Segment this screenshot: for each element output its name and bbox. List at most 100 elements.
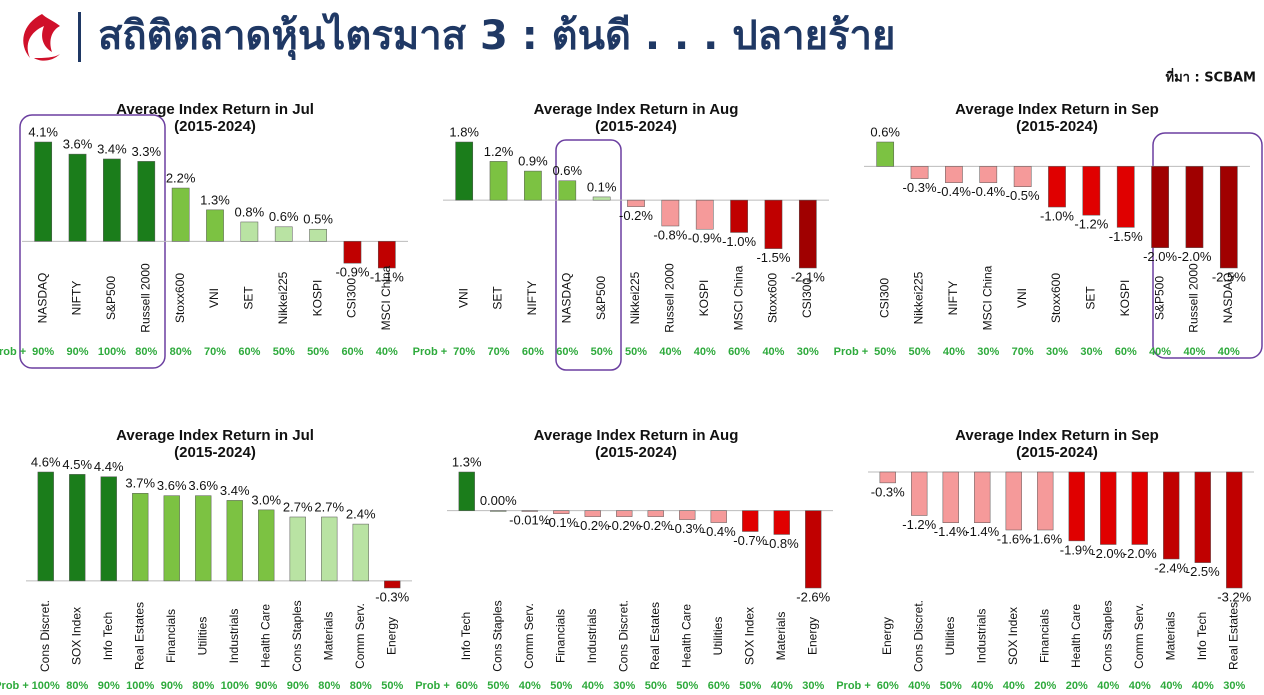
bar bbox=[1048, 166, 1066, 208]
category-label: SET bbox=[1084, 286, 1098, 310]
bar bbox=[1131, 471, 1148, 545]
category-label: S&P500 bbox=[594, 276, 608, 320]
bar bbox=[521, 510, 538, 512]
category-label: Financials bbox=[553, 609, 567, 663]
category-label: Health Care bbox=[679, 604, 693, 668]
value-label: -2.0% bbox=[1143, 249, 1177, 264]
bar bbox=[377, 241, 396, 269]
category-label: NIFTY bbox=[525, 281, 539, 316]
category-label: Russell 2000 bbox=[138, 263, 152, 333]
category-label: SOX Index bbox=[742, 607, 756, 665]
prob-value: 50% bbox=[739, 680, 761, 692]
prob-value: 20% bbox=[1066, 680, 1088, 692]
bar bbox=[274, 226, 293, 242]
prob-label: Prob + bbox=[836, 680, 871, 692]
bar bbox=[1005, 471, 1022, 531]
prob-value: 100% bbox=[98, 346, 126, 358]
prob-value: 30% bbox=[1080, 346, 1102, 358]
value-label: -1.5% bbox=[756, 250, 790, 265]
value-label: 3.0% bbox=[251, 492, 281, 507]
value-label: -0.4% bbox=[971, 184, 1005, 199]
category-label: NIFTY bbox=[70, 281, 84, 316]
prob-value: 30% bbox=[613, 680, 635, 692]
category-label: Utilities bbox=[711, 617, 725, 656]
bar bbox=[1163, 471, 1180, 560]
bar bbox=[206, 209, 224, 242]
prob-value: 40% bbox=[971, 680, 993, 692]
category-label: Stoxx600 bbox=[766, 273, 780, 323]
prob-value: 40% bbox=[943, 346, 965, 358]
category-label: Utilities bbox=[943, 617, 957, 656]
bar bbox=[68, 153, 87, 242]
prob-value: 90% bbox=[287, 680, 309, 692]
prob-value: 40% bbox=[376, 346, 398, 358]
category-label: Real Estates bbox=[1226, 602, 1240, 670]
value-label: -1.6% bbox=[1028, 531, 1062, 546]
category-label: S&P500 bbox=[1152, 276, 1166, 320]
prob-value: 50% bbox=[676, 680, 698, 692]
prob-value: 60% bbox=[456, 680, 478, 692]
bar bbox=[1226, 471, 1243, 589]
category-label: Real Estates bbox=[648, 602, 662, 670]
bar bbox=[455, 141, 474, 201]
bar bbox=[584, 510, 601, 517]
prob-value: 50% bbox=[874, 346, 896, 358]
value-label: 3.4% bbox=[220, 483, 250, 498]
prob-value: 70% bbox=[488, 346, 510, 358]
value-label: -2.0% bbox=[1177, 249, 1211, 264]
bar bbox=[240, 221, 259, 242]
bar bbox=[489, 161, 508, 201]
chart-subtitle: (2015-2024) bbox=[174, 118, 256, 135]
value-label: 4.6% bbox=[31, 454, 61, 469]
value-label: 3.4% bbox=[97, 141, 127, 156]
value-label: -1.4% bbox=[965, 524, 999, 539]
category-label: KOSPI bbox=[310, 280, 324, 317]
value-label: -0.8% bbox=[765, 536, 799, 551]
prob-value: 30% bbox=[802, 680, 824, 692]
value-label: 3.3% bbox=[131, 144, 161, 159]
prob-value: 80% bbox=[318, 680, 340, 692]
prob-value: 40% bbox=[1149, 346, 1171, 358]
prob-value: 30% bbox=[1046, 346, 1068, 358]
value-label: -0.2% bbox=[576, 518, 610, 533]
bar bbox=[226, 500, 243, 582]
category-label: Financials bbox=[1037, 609, 1051, 663]
value-label: -0.01% bbox=[509, 512, 551, 527]
bar bbox=[258, 509, 275, 582]
value-label: 0.5% bbox=[303, 212, 333, 227]
bar bbox=[195, 495, 212, 582]
value-label: 4.4% bbox=[94, 459, 124, 474]
value-label: -1.1% bbox=[370, 269, 404, 284]
logo-flame-base bbox=[34, 54, 60, 61]
prob-value: 40% bbox=[1160, 680, 1182, 692]
value-label: -0.4% bbox=[937, 184, 971, 199]
bar bbox=[695, 199, 714, 230]
bar bbox=[1116, 166, 1135, 228]
value-label: -2.0% bbox=[1123, 546, 1157, 561]
prob-value: 70% bbox=[1012, 346, 1034, 358]
chart-title: Average Index Return in Sep bbox=[955, 101, 1159, 118]
bar bbox=[458, 471, 475, 511]
value-label: -2.4% bbox=[1154, 560, 1188, 575]
bar bbox=[1219, 166, 1238, 269]
prob-value: 70% bbox=[453, 346, 475, 358]
category-label: MSCI China bbox=[731, 265, 745, 330]
bar bbox=[321, 516, 338, 582]
bar bbox=[132, 493, 149, 582]
bar bbox=[1100, 471, 1117, 545]
prob-value: 60% bbox=[728, 346, 750, 358]
value-label: -2.0% bbox=[1091, 546, 1125, 561]
prob-value: 80% bbox=[66, 680, 88, 692]
category-label: Russell 2000 bbox=[1187, 263, 1201, 333]
category-label: Cons Staples bbox=[490, 600, 504, 671]
prob-value: 40% bbox=[1183, 346, 1205, 358]
bar bbox=[798, 199, 817, 269]
prob-value: 40% bbox=[1097, 680, 1119, 692]
value-label: -1.5% bbox=[1109, 229, 1143, 244]
chart-subtitle: (2015-2024) bbox=[1016, 444, 1098, 461]
value-label: 2.4% bbox=[346, 507, 376, 522]
category-label: Utilities bbox=[195, 617, 209, 656]
category-label: Cons Staples bbox=[290, 600, 304, 671]
bar bbox=[627, 199, 645, 207]
bar bbox=[979, 166, 998, 183]
